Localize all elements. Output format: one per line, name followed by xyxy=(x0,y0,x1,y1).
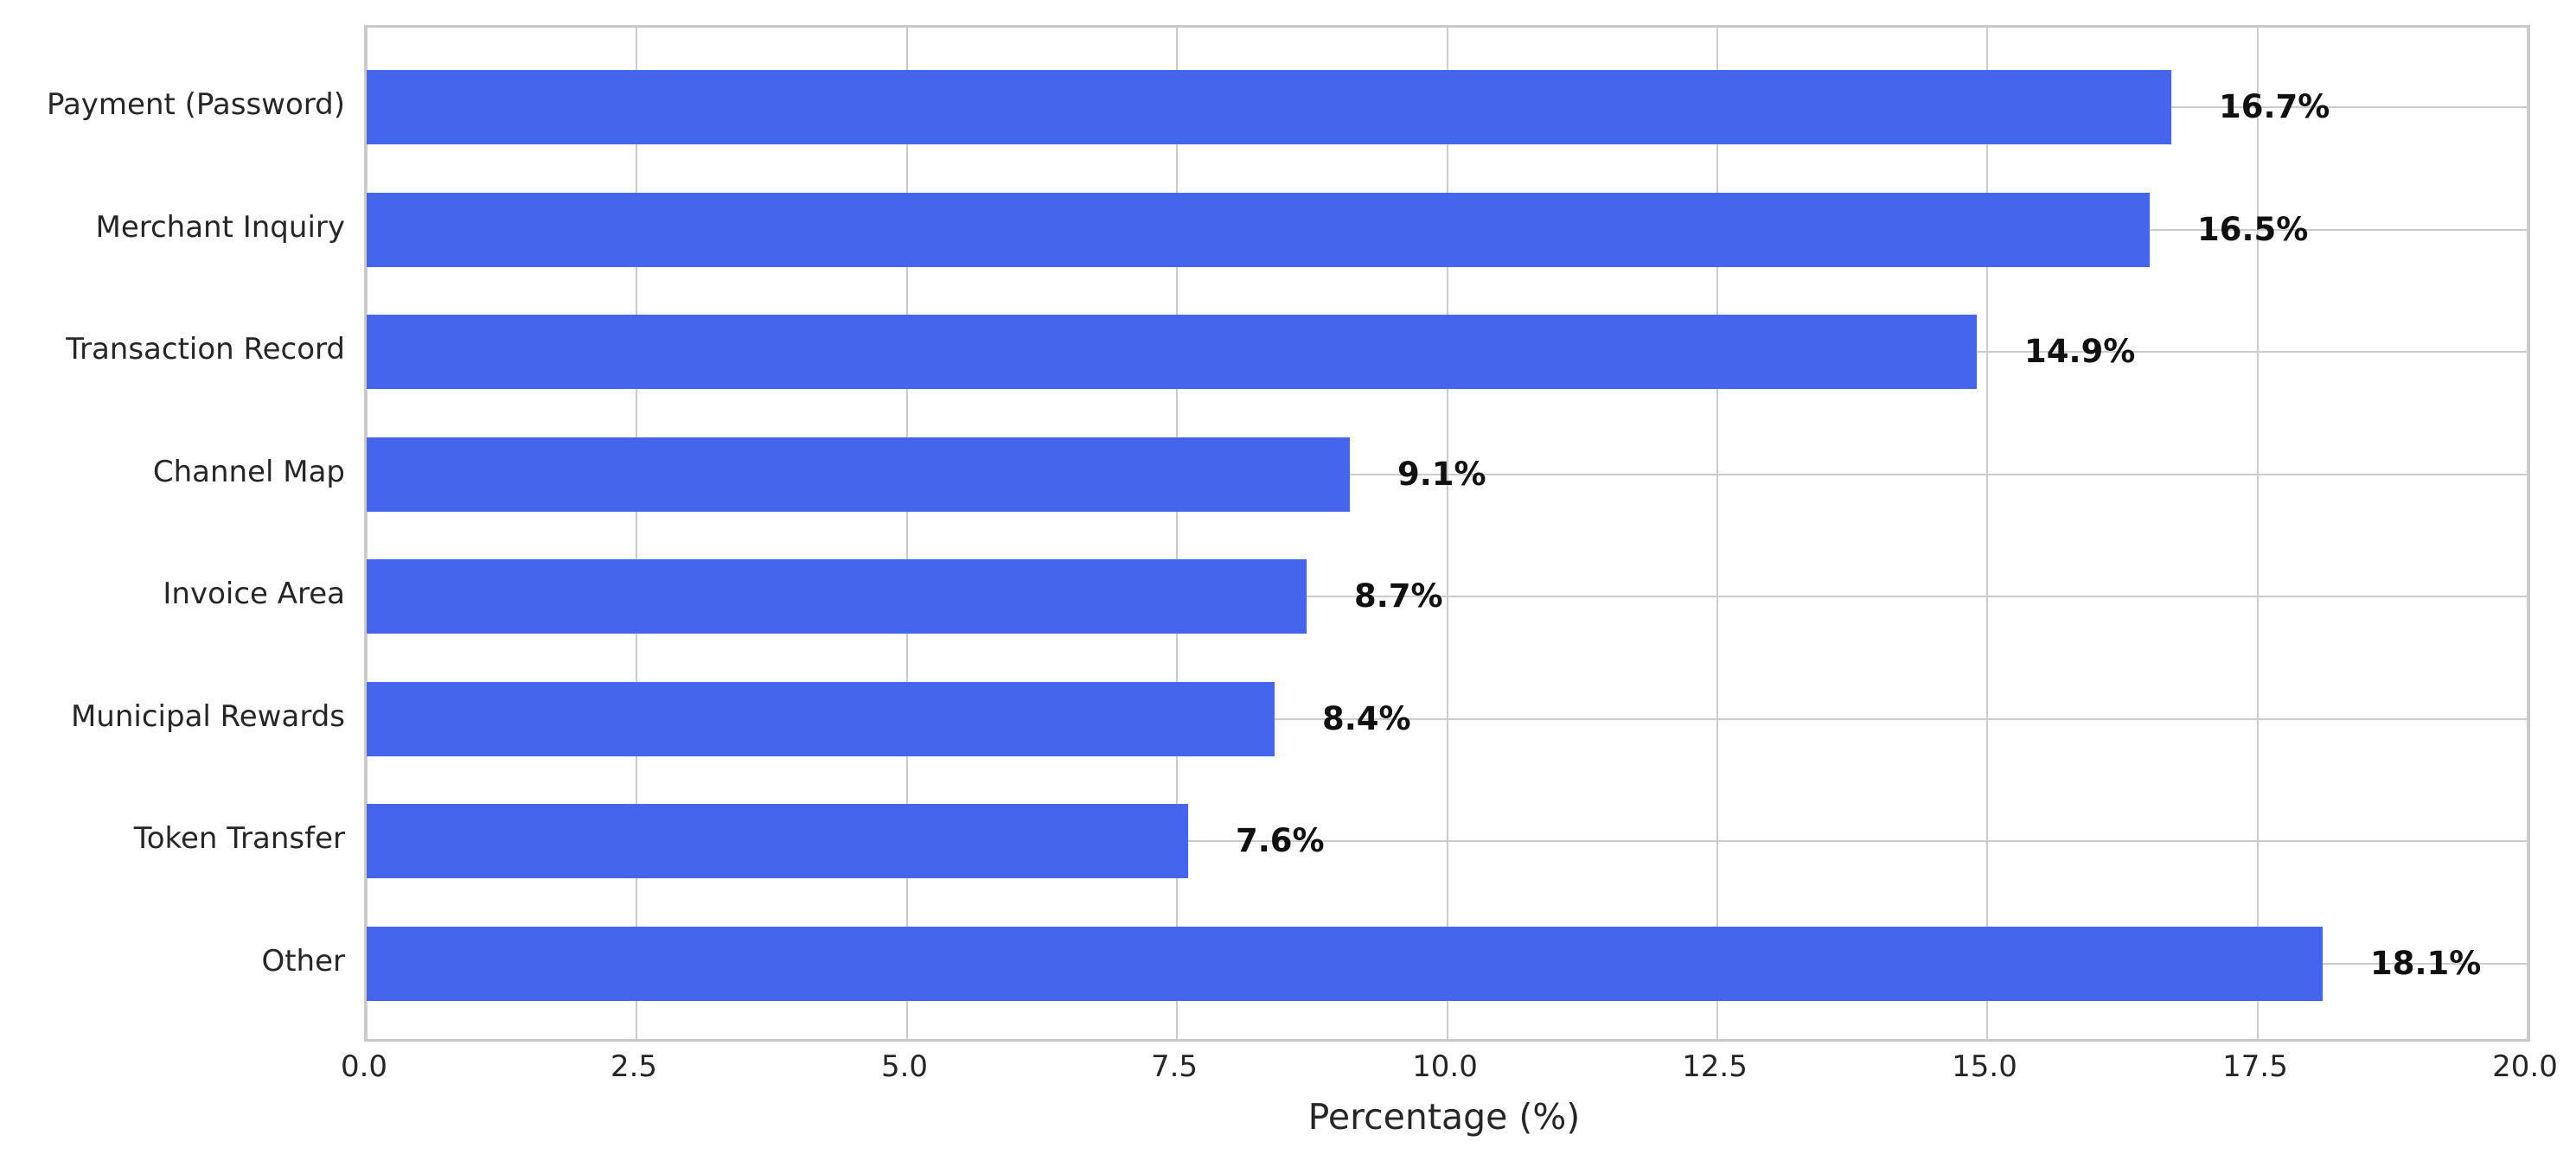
vertical-gridline xyxy=(2527,28,2528,1039)
y-category-label: Transaction Record xyxy=(66,332,345,367)
vertical-gridline xyxy=(1986,28,1988,1039)
y-category-label: Municipal Rewards xyxy=(70,698,345,734)
x-tick-label: 5.0 xyxy=(880,1049,929,1084)
vertical-gridline xyxy=(1447,28,1448,1039)
bar-value-label: 16.5% xyxy=(2197,210,2309,248)
bar xyxy=(367,437,1350,512)
horizontal-gridline xyxy=(367,596,2528,597)
vertical-gridline xyxy=(1176,28,1178,1039)
bar xyxy=(367,926,2323,1001)
bar-value-label: 9.1% xyxy=(1397,455,1486,493)
vertical-gridline xyxy=(636,28,637,1039)
y-category-label: Merchant Inquiry xyxy=(95,209,345,245)
bar xyxy=(367,192,2150,267)
vertical-gridline xyxy=(2257,28,2259,1039)
bar-value-label: 7.6% xyxy=(1236,822,1325,859)
bar xyxy=(367,315,1977,389)
bar-value-label: 16.7% xyxy=(2219,88,2330,125)
x-tick-label: 12.5 xyxy=(1682,1049,1748,1084)
y-category-label: Token Transfer xyxy=(133,821,345,856)
x-tick-label: 2.5 xyxy=(610,1049,658,1084)
y-category-label: Channel Map xyxy=(152,454,345,489)
x-tick-label: 7.5 xyxy=(1150,1049,1199,1084)
x-tick-label: 15.0 xyxy=(1952,1049,2017,1084)
x-tick-label: 10.0 xyxy=(1412,1049,1478,1084)
bar-value-label: 18.1% xyxy=(2370,944,2482,982)
x-tick-label: 17.5 xyxy=(2222,1049,2288,1084)
horizontal-gridline xyxy=(367,717,2528,720)
x-axis-title: Percentage (%) xyxy=(1307,1096,1581,1138)
bar-value-label: 14.9% xyxy=(2024,333,2136,370)
bar xyxy=(367,681,1275,756)
y-category-label: Other xyxy=(261,943,345,979)
y-category-label: Payment (Password) xyxy=(47,87,345,122)
plot-area: 16.7% 16.5% 14.9% 9.1% 8.7% 8.4% 7.6% 18.1% xyxy=(364,25,2530,1042)
bar-value-label: 8.4% xyxy=(1322,699,1411,737)
vertical-gridline xyxy=(366,28,368,1039)
bar xyxy=(367,559,1307,634)
horizontal-gridline xyxy=(367,840,2528,842)
vertical-gridline xyxy=(906,28,908,1039)
bar xyxy=(367,804,1188,878)
bar-value-label: 8.7% xyxy=(1354,577,1443,615)
x-tick-label: 20.0 xyxy=(2492,1049,2558,1084)
y-category-label: Invoice Area xyxy=(163,577,345,611)
x-tick-label: 0.0 xyxy=(340,1049,388,1084)
vertical-gridline xyxy=(1716,28,1718,1039)
horizontal-gridline xyxy=(367,473,2528,475)
bar xyxy=(367,70,2171,144)
